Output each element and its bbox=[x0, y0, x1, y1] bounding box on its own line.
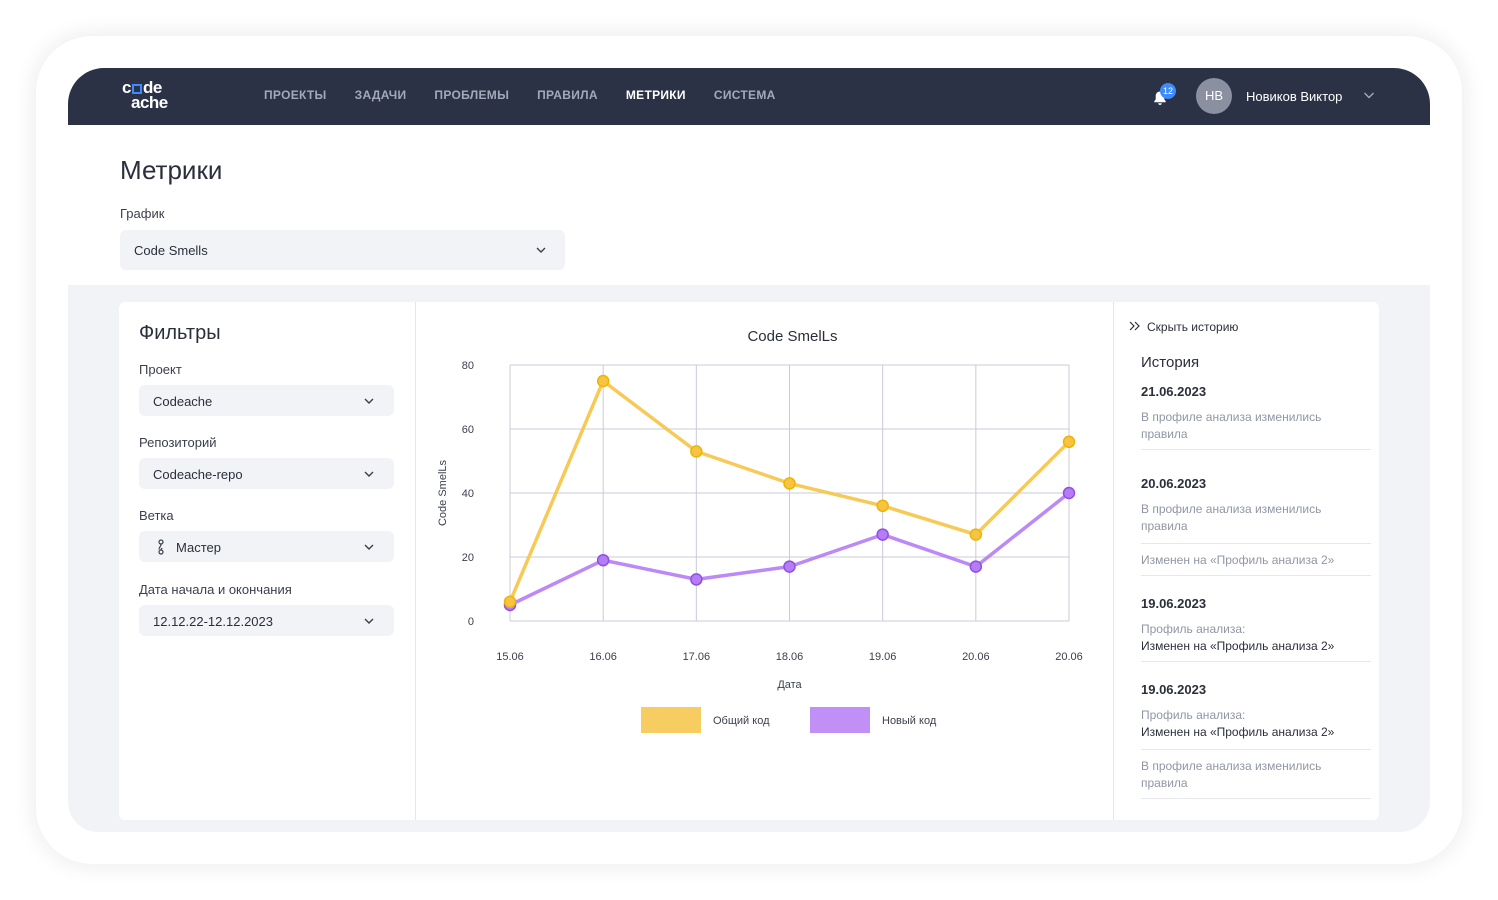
history-title: История bbox=[1141, 354, 1200, 371]
x-axis-label: Дата bbox=[777, 679, 802, 691]
nav-item[interactable]: ПРАВИЛА bbox=[537, 88, 598, 102]
repo-select-value: Codeache-repo bbox=[153, 467, 243, 482]
chevron-down-icon bbox=[536, 247, 546, 253]
history-text: В профиле анализа изменились правила bbox=[1141, 749, 1371, 792]
user-name[interactable]: Новиков Виктор bbox=[1246, 89, 1343, 104]
dates-select[interactable]: 12.12.22-12.12.2023 bbox=[139, 605, 394, 636]
chevron-down-icon bbox=[364, 544, 374, 550]
nav-item[interactable]: ЗАДАЧИ bbox=[354, 88, 407, 102]
data-point-series-0 bbox=[596, 374, 610, 388]
hide-history-button[interactable]: Скрыть историю bbox=[1129, 320, 1238, 334]
history-date: 19.06.2023 bbox=[1141, 596, 1207, 611]
x-tick-label: 17.06 bbox=[683, 651, 711, 663]
page-header: Метрики График Code Smells bbox=[68, 125, 1430, 285]
nav-item[interactable]: ПРОЕКТЫ bbox=[264, 88, 327, 102]
legend-swatch bbox=[810, 707, 870, 733]
notification-count-badge: 12 bbox=[1160, 83, 1176, 99]
graph-select-value: Code Smells bbox=[134, 243, 208, 258]
history-value: Изменен на «Профиль анализа 2» bbox=[1141, 725, 1335, 739]
history-label: Профиль анализа: bbox=[1141, 622, 1246, 636]
history-list: 21.06.2023 В профиле анализа изменились … bbox=[1141, 384, 1371, 809]
data-point-series-0 bbox=[1062, 435, 1076, 449]
y-tick-label: 40 bbox=[462, 488, 474, 500]
codeache-logo[interactable]: c de ache bbox=[122, 78, 168, 112]
data-point-series-0 bbox=[690, 445, 703, 458]
history-date: 21.06.2023 bbox=[1141, 384, 1207, 399]
project-select[interactable]: Codeache bbox=[139, 385, 394, 416]
history-entry: 19.06.2023 Профиль анализа: Изменен на «… bbox=[1141, 682, 1371, 799]
project-label: Проект bbox=[139, 362, 182, 377]
data-point-series-0 bbox=[783, 477, 796, 490]
filters-title: Фильтры bbox=[139, 322, 221, 344]
branch-select[interactable]: Мастер bbox=[139, 531, 394, 562]
double-chevron-right-icon bbox=[1129, 321, 1140, 331]
history-text: В профиле анализа изменились правила bbox=[1141, 502, 1322, 533]
chart-area: Code SmelLs 0 20 40 60 80 15.06 16.06 17.06 18.06… bbox=[416, 302, 1113, 820]
history-entry: 21.06.2023 В профиле анализа изменились … bbox=[1141, 384, 1371, 450]
data-point-series-0 bbox=[969, 528, 983, 541]
nav-item[interactable]: ПРОБЛЕМЫ bbox=[434, 88, 510, 102]
x-tick-label: 16.06 bbox=[589, 651, 617, 663]
legend-label: Новый код bbox=[882, 715, 937, 727]
data-point-series-1 bbox=[969, 560, 983, 573]
history-entry: 19.06.2023 Профиль анализа: Изменен на «… bbox=[1141, 596, 1371, 662]
history-label: Профиль анализа: bbox=[1141, 708, 1246, 722]
chevron-down-icon bbox=[364, 471, 374, 477]
graph-label: График bbox=[120, 206, 165, 221]
dates-select-value: 12.12.22-12.12.2023 bbox=[153, 614, 273, 629]
chevron-down-icon bbox=[364, 618, 374, 624]
dates-label: Дата начала и окончания bbox=[139, 582, 292, 597]
y-tick-label: 80 bbox=[462, 360, 474, 372]
history-text: В профиле анализа изменились правила bbox=[1141, 410, 1322, 441]
branch-select-value: Мастер bbox=[176, 540, 221, 555]
project-select-value: Codeache bbox=[153, 394, 213, 409]
branch-label: Ветка bbox=[139, 508, 174, 523]
y-axis-label: Code SmelLs bbox=[437, 459, 449, 526]
metrics-card: Фильтры Проект Codeache Репозиторий Code… bbox=[119, 302, 1379, 820]
legend-swatch bbox=[641, 707, 701, 733]
y-tick-label: 60 bbox=[462, 424, 474, 436]
top-navigation-bar: c de ache ПРОЕКТЫ ЗАДАЧИ ПРОБЛЕМЫ ПРАВИЛА МЕТ… bbox=[68, 68, 1430, 125]
x-tick-label: 19.06 bbox=[869, 651, 897, 663]
data-point-series-1 bbox=[1062, 486, 1076, 500]
divider bbox=[415, 302, 416, 820]
data-point-series-1 bbox=[690, 573, 703, 586]
x-tick-label: 18.06 bbox=[776, 651, 804, 663]
page-title: Метрики bbox=[120, 155, 223, 185]
history-date: 19.06.2023 bbox=[1141, 682, 1207, 697]
x-tick-label: 15.06 bbox=[496, 651, 524, 663]
chevron-down-icon bbox=[364, 398, 374, 404]
repo-label: Репозиторий bbox=[139, 435, 217, 450]
data-point-series-0 bbox=[503, 595, 517, 609]
hide-history-label: Скрыть историю bbox=[1147, 320, 1239, 334]
avatar[interactable]: НВ bbox=[1196, 78, 1232, 114]
history-text: Изменен на «Профиль анализа 2» bbox=[1141, 543, 1371, 569]
nav-item[interactable]: СИСТЕМА bbox=[713, 88, 776, 102]
main-nav: ПРОЕКТЫ ЗАДАЧИ ПРОБЛЕМЫ ПРАВИЛА МЕТРИКИ СИСТЕ… bbox=[264, 88, 804, 102]
data-point-series-0 bbox=[876, 499, 889, 513]
x-tick-label: 20.06 bbox=[1055, 651, 1083, 663]
history-entry: 20.06.2023 В профиле анализа изменились … bbox=[1141, 476, 1371, 576]
graph-select[interactable]: Code Smells bbox=[120, 230, 565, 270]
repo-select[interactable]: Codeache-repo bbox=[139, 458, 394, 489]
nav-item[interactable]: МЕТРИКИ bbox=[625, 88, 686, 102]
history-value: Изменен на «Профиль анализа 2» bbox=[1141, 639, 1335, 653]
legend-label: Общий код bbox=[713, 715, 770, 727]
y-tick-label: 20 bbox=[462, 552, 474, 564]
y-tick-label: 0 bbox=[468, 616, 474, 628]
x-tick-label: 20.06 bbox=[962, 651, 990, 663]
git-branch-icon bbox=[158, 539, 164, 555]
data-point-series-1 bbox=[783, 560, 796, 573]
chevron-down-icon[interactable] bbox=[1362, 88, 1376, 102]
app-window: c de ache ПРОЕКТЫ ЗАДАЧИ ПРОБЛЕМЫ ПРАВИЛА МЕТ… bbox=[68, 68, 1430, 832]
divider bbox=[1113, 302, 1114, 820]
history-date: 20.06.2023 bbox=[1141, 476, 1207, 491]
data-point-series-1 bbox=[876, 528, 889, 541]
data-point-series-1 bbox=[596, 553, 610, 567]
chart-title: Code SmelLs bbox=[747, 328, 837, 345]
line-chart: Code SmelLs 0 20 40 60 80 15.06 16.06 17.06 18.06… bbox=[437, 328, 1083, 733]
